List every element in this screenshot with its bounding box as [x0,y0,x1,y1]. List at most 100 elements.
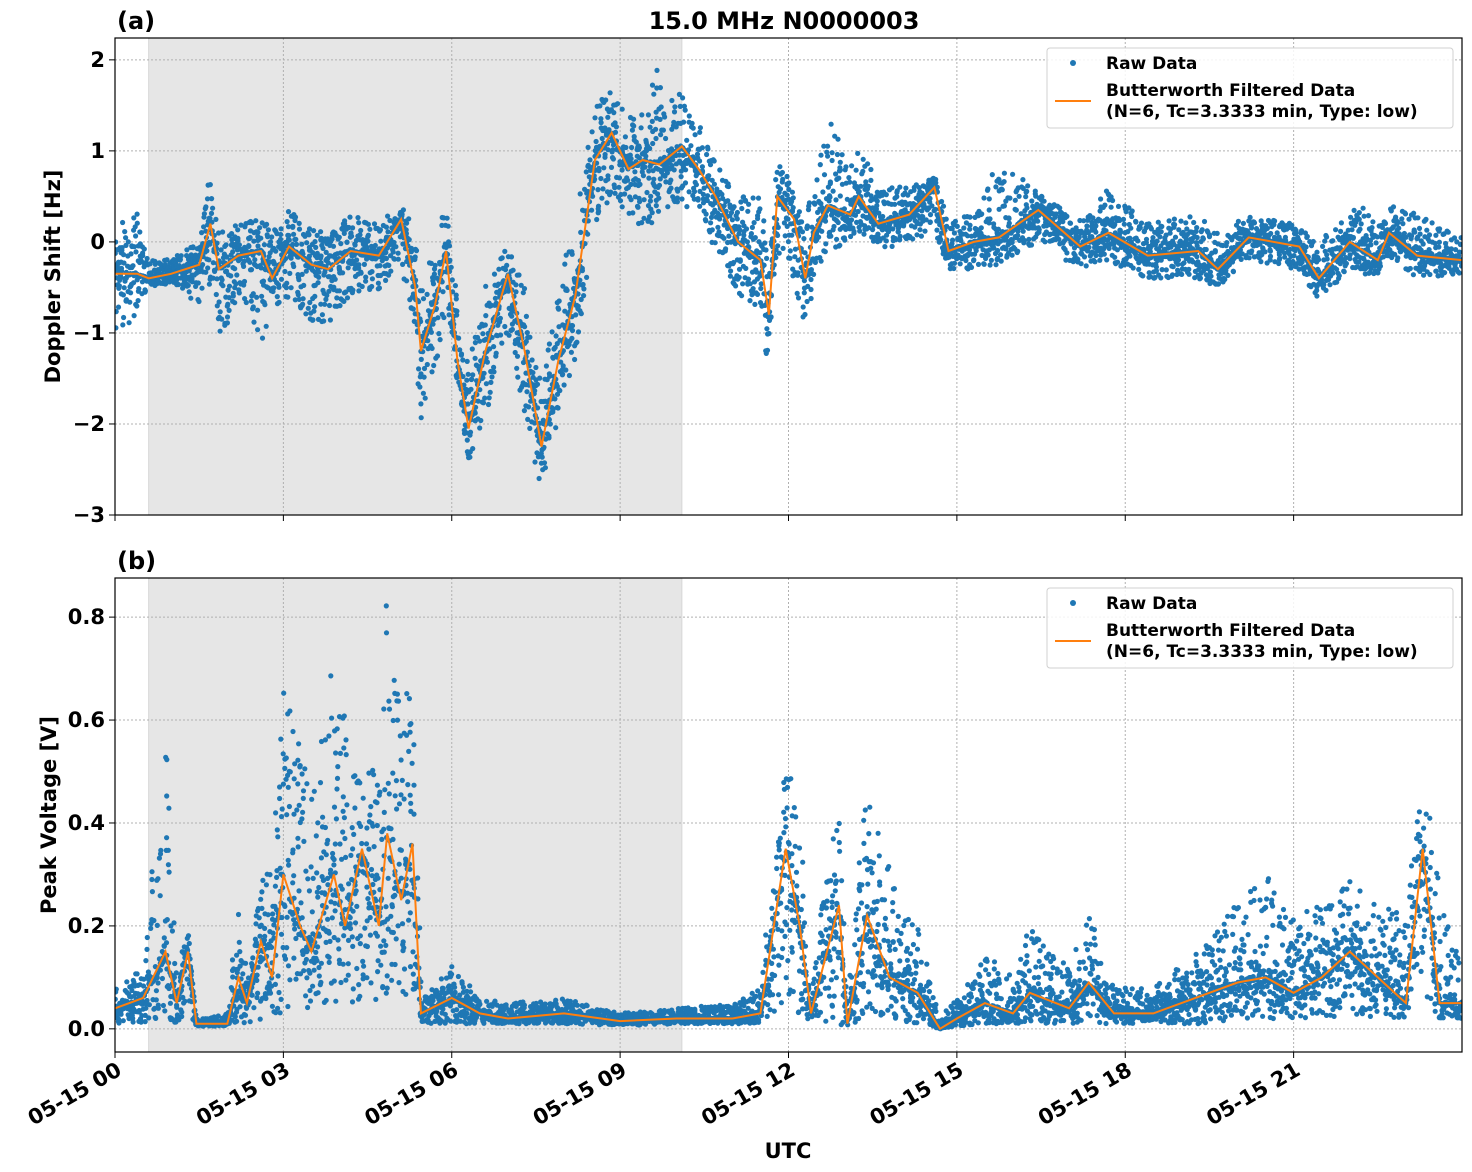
raw-point [561,382,567,388]
raw-point [1319,277,1325,283]
raw-point [1349,227,1355,233]
raw-point [1343,260,1349,267]
raw-point [1154,238,1160,244]
raw-point [868,177,874,183]
raw-point [1098,196,1104,202]
raw-point [477,338,483,344]
raw-point [1026,236,1032,242]
raw-point [226,307,232,313]
raw-point [400,261,406,267]
raw-point [1356,259,1362,265]
raw-point [296,220,302,226]
raw-point [708,214,715,220]
raw-point [206,257,212,263]
raw-point [305,305,311,311]
raw-point [1127,235,1133,241]
raw-point [175,281,182,288]
raw-point [330,243,337,249]
raw-point [967,214,973,220]
raw-point [129,264,135,271]
raw-point [444,215,450,221]
raw-point [424,361,430,368]
raw-point [323,249,329,255]
raw-point [1343,255,1349,261]
raw-point [1003,245,1009,251]
raw-point [340,258,346,264]
raw-point [1258,259,1264,265]
raw-point [727,202,733,208]
raw-point [1251,220,1258,226]
raw-point [751,220,757,226]
raw-point [491,364,497,370]
raw-point [1316,257,1322,263]
raw-point [543,363,550,369]
raw-point [263,323,269,329]
raw-point [1117,227,1123,233]
raw-point [470,446,476,452]
raw-point [1064,250,1070,256]
raw-point [1268,230,1274,237]
raw-point [115,239,119,245]
raw-point [120,219,126,226]
raw-point [806,200,813,206]
raw-point [605,147,611,153]
raw-point [563,367,569,373]
raw-point [748,231,755,237]
raw-point [376,285,382,291]
raw-point [1338,228,1344,234]
raw-point [967,222,973,228]
raw-point [445,223,451,229]
raw-point [1299,228,1305,234]
raw-point [644,189,650,196]
raw-point [1016,193,1022,199]
raw-point [681,103,688,109]
raw-point [1115,259,1121,265]
raw-point [377,263,383,269]
raw-point [425,338,431,344]
raw-point [216,299,222,305]
raw-point [1203,246,1209,253]
raw-point [636,155,643,161]
raw-point [1276,252,1282,258]
raw-point [703,211,709,217]
raw-point [711,158,717,164]
raw-point [841,235,848,241]
raw-point [860,156,866,162]
raw-point [452,283,458,289]
raw-point [801,290,807,296]
raw-point [705,144,711,150]
raw-point [585,144,591,150]
raw-point [250,291,256,297]
raw-point [776,250,782,256]
raw-point [697,129,703,135]
raw-point [682,107,688,113]
raw-point [1194,254,1200,260]
raw-point [547,373,553,379]
raw-point [539,454,545,460]
raw-point [641,215,647,221]
raw-point [984,187,991,193]
raw-point [880,213,886,220]
raw-point [998,258,1004,264]
raw-point [274,294,280,300]
raw-point [318,301,324,307]
raw-point [523,313,530,319]
raw-point [1360,205,1366,211]
raw-point [662,114,668,120]
raw-point [233,281,239,287]
raw-point [521,408,528,414]
raw-point [883,192,889,198]
raw-point [1089,220,1095,226]
raw-point [278,231,284,238]
raw-point [818,258,824,264]
raw-point [1201,218,1208,225]
raw-point [781,220,788,226]
raw-point [470,372,476,378]
raw-point [822,216,828,222]
raw-point [210,260,216,266]
raw-point [599,135,605,142]
raw-point [217,309,223,315]
raw-point [375,280,381,286]
raw-point [137,229,143,235]
